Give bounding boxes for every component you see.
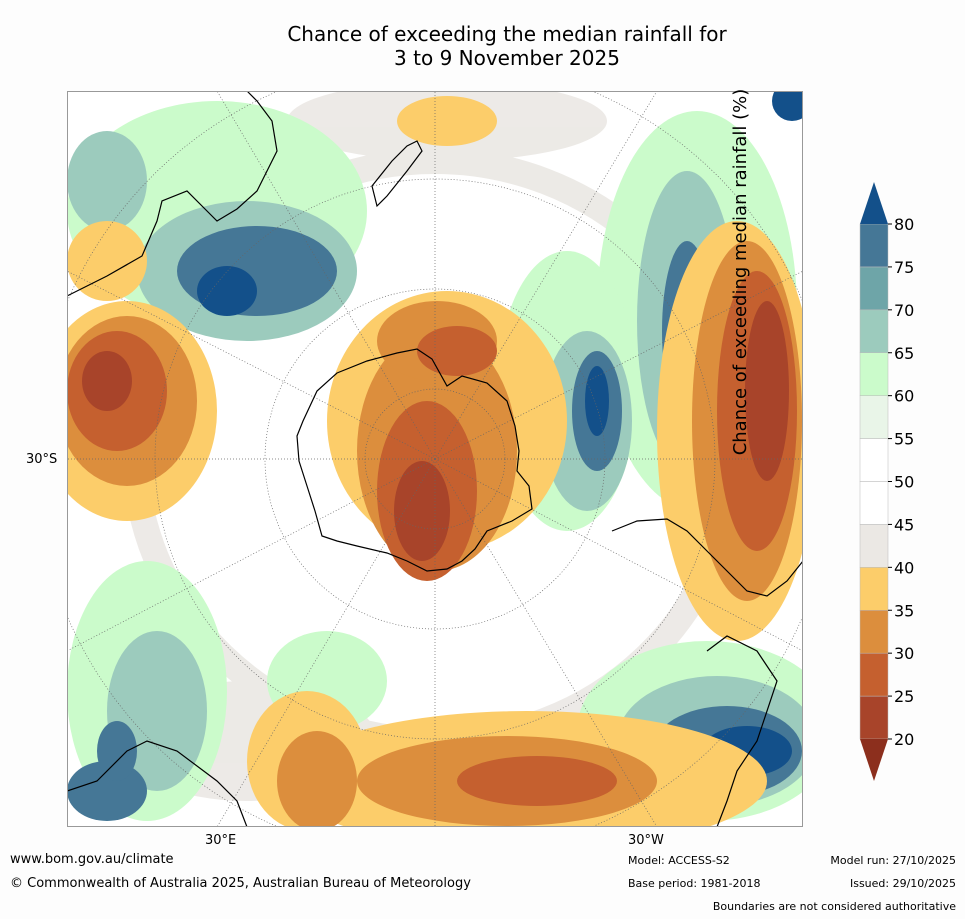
coastlines (67, 91, 803, 827)
disclaimer-text: Boundaries are not considered authoritat… (712, 900, 956, 913)
colorbar-tick-label: 35 (894, 601, 914, 620)
colorbar-tick-label: 75 (894, 258, 914, 277)
antarctica-coast (296, 348, 533, 572)
colorbar-segment-65 (859, 309, 889, 353)
issued-text: Issued: 29/10/2025 (849, 877, 956, 890)
colorbar-tick-label: 60 (894, 387, 914, 406)
lon-label-30w: 30°W (628, 833, 664, 848)
copyright-text: © Commonwealth of Australia 2025, Austra… (10, 876, 471, 891)
colorbar-tick-label: 20 (894, 730, 914, 749)
colorbar-tick-label: 25 (894, 687, 914, 706)
colorbar-segments (859, 223, 889, 740)
africa-coast (67, 740, 248, 827)
south-america-coast (611, 518, 803, 597)
colorbar-tick-label: 45 (894, 515, 914, 534)
title-line-2: 3 to 9 November 2025 (394, 46, 620, 70)
australia-coast (67, 91, 278, 297)
colorbar-tick-label: 70 (894, 301, 914, 320)
new-zealand-coast (371, 140, 423, 208)
colorbar-segment-50 (859, 438, 889, 482)
colorbar-tick-label: 55 (894, 430, 914, 449)
colorbar-tick-label: 30 (894, 644, 914, 663)
colorbar-tick-label: 65 (894, 344, 914, 363)
rainfall-map[interactable] (67, 91, 803, 827)
colorbar-segment-40 (859, 524, 889, 568)
colorbar-segment-35 (859, 567, 889, 611)
colorbar-segment-60 (859, 352, 889, 396)
colorbar-tick-label: 50 (894, 473, 914, 492)
chart-title: Chance of exceeding the median rainfall … (0, 22, 965, 70)
colorbar-segment-75 (859, 223, 889, 268)
lon-label-30e: 30°E (205, 833, 237, 848)
base-period-text: Base period: 1981-2018 (628, 877, 761, 890)
colorbar-ticks: 20 25 30 35 40 45 50 55 60 65 70 75 80 (888, 215, 914, 749)
colorbar-segment-20 (859, 695, 889, 740)
colorbar-tick-label: 40 (894, 558, 914, 577)
colorbar-segment-25 (859, 652, 889, 697)
africa-coast-south (706, 635, 778, 827)
model-text: Model: ACCESS-S2 (628, 854, 730, 867)
title-line-1: Chance of exceeding the median rainfall … (287, 22, 727, 46)
colorbar-segment-55 (859, 395, 889, 439)
colorbar-arrow-low (860, 739, 888, 781)
graticule (67, 91, 803, 827)
dry-region-very-high (82, 301, 789, 561)
colorbar-segment-45 (859, 481, 889, 525)
colorbar: 20 25 30 35 40 45 50 55 60 65 70 75 80 (859, 182, 914, 781)
colorbar-tick-label: 80 (894, 215, 914, 234)
colorbar-label: Chance of exceeding median rainfall (%) (730, 88, 751, 456)
model-run-text: Model run: 27/10/2025 (830, 854, 956, 867)
colorbar-arrow-high (860, 182, 888, 224)
colorbar-segment-70 (859, 266, 889, 311)
website-link[interactable]: www.bom.gov.au/climate (10, 852, 174, 867)
map-frame (67, 91, 803, 827)
lat-label-30s: 30°S (26, 452, 58, 467)
colorbar-segment-30 (859, 610, 889, 654)
